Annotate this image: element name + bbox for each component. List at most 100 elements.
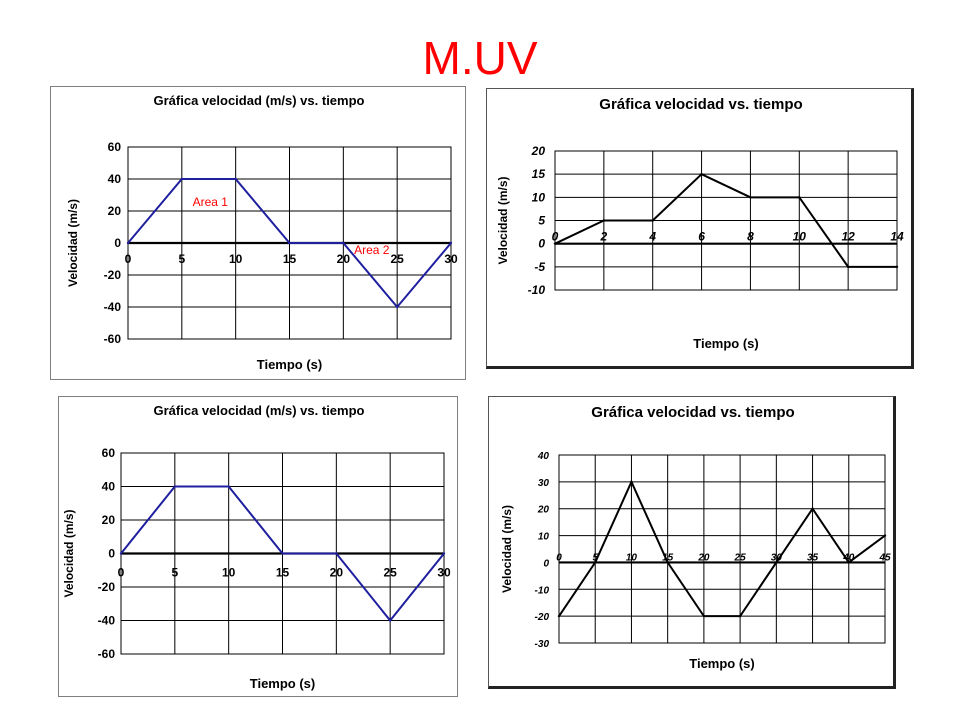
y-tick-label: 0 <box>114 236 121 250</box>
data-point <box>847 561 850 564</box>
x-tick-label: 30 <box>444 252 458 266</box>
y-tick-label: 60 <box>102 446 116 460</box>
data-point <box>335 552 338 555</box>
y-tick-label: 20 <box>108 204 122 218</box>
x-tick-label: 10 <box>626 552 638 563</box>
data-point <box>883 534 887 537</box>
x-tick-label: 6 <box>698 230 705 244</box>
y-axis-label: Velocidad (m/s) <box>66 199 80 287</box>
y-tick-label: 0 <box>108 547 115 561</box>
x-tick-label: 20 <box>697 552 710 563</box>
data-point <box>288 241 291 245</box>
y-tick-label: -60 <box>98 647 116 661</box>
chart-svg: Gráfica velocidad vs. tiempo 40 30 20 10 0 -10… <box>500 404 891 671</box>
data-point <box>281 552 284 555</box>
data-point <box>700 172 703 176</box>
y-tick-label: -30 <box>535 639 550 650</box>
x-tick-label: 14 <box>890 230 904 244</box>
chart-svg: Gráfica velocidad vs. tiempo20151050-5-1… <box>496 96 904 351</box>
y-tick-label: 0 <box>538 237 545 251</box>
y-tick-label: -20 <box>535 612 550 623</box>
data-point <box>738 614 742 618</box>
y-axis-label: Velocidad (m/s) <box>500 505 514 593</box>
y-tick-label: -40 <box>104 300 122 314</box>
x-tick-label: 20 <box>337 252 351 266</box>
x-tick-label: 15 <box>662 552 674 563</box>
data-point <box>180 177 184 181</box>
chart-title: Gráfica velocidad (m/s) vs. tiempo <box>154 403 365 418</box>
data-point <box>234 177 237 181</box>
data-point <box>173 485 177 488</box>
x-axis-label: Tiempo (s) <box>257 357 323 372</box>
x-tick-label: 5 <box>171 566 178 580</box>
y-tick-label: -10 <box>528 283 546 297</box>
chart-svg: Gráfica velocidad (m/s) vs. tiempo 60 40 20… <box>66 93 458 372</box>
data-point <box>395 305 399 309</box>
y-tick-label: 0 <box>543 558 549 569</box>
x-axis-label: Tiempo (s) <box>693 336 759 351</box>
data-point <box>442 552 446 555</box>
area-annotation: Area 1 <box>193 195 229 209</box>
y-tick-label: 5 <box>538 214 545 228</box>
y-tick-label: 20 <box>537 505 550 516</box>
data-point <box>342 241 345 245</box>
x-tick-label: 10 <box>793 230 807 244</box>
slide-title: M.UV <box>422 32 538 84</box>
x-axis-label: Tiempo (s) <box>689 656 755 671</box>
data-point <box>749 196 752 199</box>
x-axis-label: Tiempo (s) <box>250 676 316 691</box>
x-tick-label: 35 <box>807 552 819 563</box>
y-tick-label: 30 <box>538 478 550 489</box>
data-point <box>227 485 230 488</box>
y-tick-label: 40 <box>102 480 116 494</box>
x-tick-label: 2 <box>600 230 608 244</box>
x-tick-label: 15 <box>283 252 297 266</box>
data-point <box>119 552 123 555</box>
data-point <box>895 265 899 269</box>
data-point <box>388 619 392 622</box>
x-tick-label: 15 <box>276 566 290 580</box>
x-tick-label: 25 <box>390 252 404 266</box>
y-tick-label: 20 <box>531 144 546 158</box>
x-tick-label: 4 <box>648 230 656 244</box>
chart-title: Gráfica velocidad vs. tiempo <box>599 96 802 113</box>
x-tick-label: 10 <box>229 252 243 266</box>
y-tick-label: 15 <box>532 167 546 181</box>
data-point <box>702 614 706 618</box>
y-tick-label: -40 <box>98 614 116 628</box>
data-point <box>630 480 633 484</box>
data-point <box>775 561 778 564</box>
x-tick-label: 30 <box>771 552 783 563</box>
y-tick-label: 40 <box>108 172 122 186</box>
chart-title: Gráfica velocidad (m/s) vs. tiempo <box>154 93 365 108</box>
x-tick-label: 12 <box>841 230 855 244</box>
chart-velocity-time-1: Gráfica velocidad (m/s) vs. tiempo 60 40 20… <box>50 86 466 380</box>
data-point <box>557 614 561 618</box>
y-tick-label: 20 <box>102 513 116 527</box>
data-point <box>602 219 606 222</box>
x-tick-label: 10 <box>222 566 236 580</box>
data-point <box>798 196 801 199</box>
plot-area-border <box>554 150 898 291</box>
x-tick-label: 45 <box>878 552 891 563</box>
x-tick-label: 0 <box>125 252 132 266</box>
x-tick-label: 5 <box>178 252 185 266</box>
x-tick-label: 0 <box>118 566 125 580</box>
chart-svg: Gráfica velocidad (m/s) vs. tiempo 60 40 20… <box>62 403 451 691</box>
plot-area-border <box>558 454 886 644</box>
data-point <box>126 241 130 245</box>
data-point <box>846 265 850 269</box>
y-tick-label: -60 <box>104 332 122 346</box>
x-tick-label: 20 <box>330 566 344 580</box>
y-axis-label: Velocidad (m/s) <box>496 176 510 264</box>
x-tick-label: 0 <box>552 230 559 244</box>
series-line <box>554 172 897 268</box>
y-tick-label: 10 <box>532 190 546 204</box>
x-tick-label: 0 <box>556 552 562 563</box>
y-tick-label: 40 <box>537 451 550 462</box>
y-tick-label: 10 <box>538 532 550 543</box>
chart-velocity-time-2: Gráfica velocidad vs. tiempo 20 15 10 5 0 -5 -1… <box>486 88 914 369</box>
y-tick-label: -10 <box>535 585 550 596</box>
series-line <box>558 479 886 618</box>
y-tick-label: 60 <box>108 140 122 154</box>
